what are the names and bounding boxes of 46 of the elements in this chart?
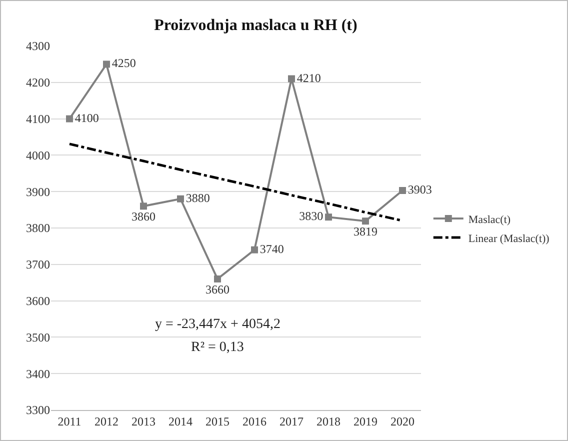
point xyxy=(362,218,369,225)
y-tick-label: 3900 xyxy=(26,184,50,199)
annotation: R² = 0,13 xyxy=(191,340,244,355)
x-tick-label: 2018 xyxy=(316,414,340,428)
x-tick-label: 2016 xyxy=(242,414,266,428)
data-label: 3830 xyxy=(299,209,324,224)
y-tick-label: 3600 xyxy=(26,294,50,308)
point xyxy=(399,187,406,194)
y-tick-label: 4300 xyxy=(26,39,50,54)
point xyxy=(288,75,295,82)
x-tick-label: 2012 xyxy=(94,414,118,428)
point xyxy=(325,214,332,221)
point xyxy=(177,195,184,202)
x-tick-label: 2017 xyxy=(280,414,304,428)
point xyxy=(251,246,258,254)
data-label: 3819 xyxy=(354,224,378,238)
legend-label: Linear (Maslac(t)) xyxy=(468,232,550,245)
y-tick-label: 4000 xyxy=(26,148,50,162)
data-label: 3860 xyxy=(132,210,156,224)
x-tick-label: 2015 xyxy=(206,414,230,428)
chart-title: Proizvodnja maslaca u RH (t) xyxy=(154,16,358,34)
data-label: 3880 xyxy=(186,190,210,205)
x-tick-label: 2020 xyxy=(390,414,414,428)
point xyxy=(214,275,221,282)
point xyxy=(103,60,110,68)
x-tick-label: 2019 xyxy=(354,414,378,428)
data-label: 4250 xyxy=(112,56,136,70)
data-label: 3903 xyxy=(408,182,432,197)
data-label: 3740 xyxy=(260,242,284,256)
x-tick-label: 2011 xyxy=(58,414,82,428)
legend-label: Maslac(t) xyxy=(468,214,511,226)
y-tick-label: 3300 xyxy=(26,403,50,418)
y-tick-label: 3400 xyxy=(26,366,50,381)
data-label: 4210 xyxy=(296,70,321,85)
point xyxy=(140,202,147,210)
data-label: 4100 xyxy=(74,110,99,125)
y-tick-label: 4200 xyxy=(26,76,50,90)
y-tick-label: 3700 xyxy=(26,258,50,272)
x-tick-label: 2014 xyxy=(168,414,192,428)
annotation: y = -23,447x + 4054,2 xyxy=(155,317,280,332)
y-tick-label: 4100 xyxy=(26,112,50,126)
data-label: 3660 xyxy=(206,282,230,296)
point xyxy=(66,115,73,122)
x-tick-label: 2013 xyxy=(132,414,156,428)
y-tick-label: 3500 xyxy=(26,330,50,344)
y-tick-label: 3800 xyxy=(26,221,50,236)
